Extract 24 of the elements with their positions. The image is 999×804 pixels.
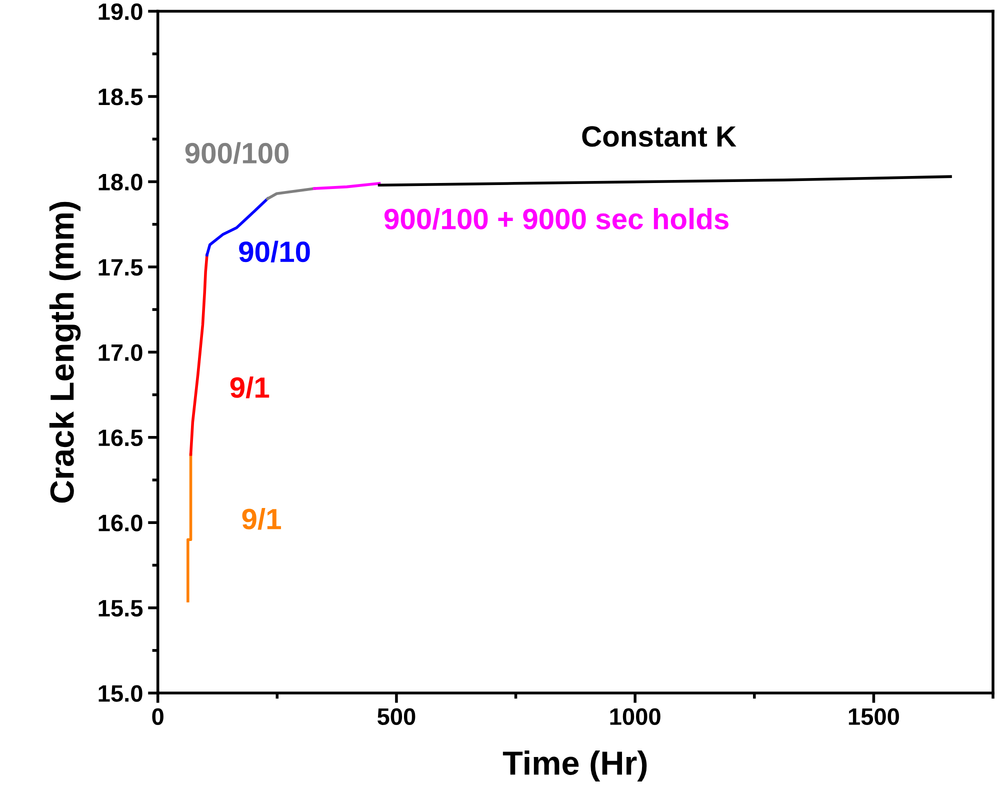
x-tick-label: 0 (152, 708, 164, 725)
y-tick-label: 17.5 (98, 259, 143, 276)
y-axis-title: Crack Length (mm) (49, 202, 81, 503)
y-tick-label: 18.0 (98, 174, 142, 190)
series-label: 900/100 (185, 142, 289, 164)
line-series (378, 175, 952, 187)
x-tick-label: 500 (377, 708, 416, 725)
x-axis-title: Time (Hr) (502, 750, 647, 782)
y-tick-label: 19.0 (98, 3, 142, 20)
series-label: 9/1 (242, 508, 281, 530)
series-label: 90/10 (239, 240, 310, 262)
y-tick-label: 17.0 (98, 344, 142, 361)
x-tick-label: 1500 (848, 708, 899, 725)
line-series (266, 187, 316, 200)
series-label: Constant K (582, 126, 736, 147)
series-label: 900/100 + 9000 sec holds (384, 208, 728, 230)
series-label: 9/1 (230, 376, 270, 398)
y-tick-label: 16.0 (98, 514, 142, 532)
y-tick-label: 15.5 (98, 600, 143, 617)
y-tick-label: 15.0 (98, 685, 142, 702)
x-tick-label: 1000 (610, 708, 660, 725)
line-series (189, 254, 208, 456)
y-tick-label: 18.5 (98, 88, 143, 106)
y-tick-label: 16.5 (98, 429, 143, 446)
